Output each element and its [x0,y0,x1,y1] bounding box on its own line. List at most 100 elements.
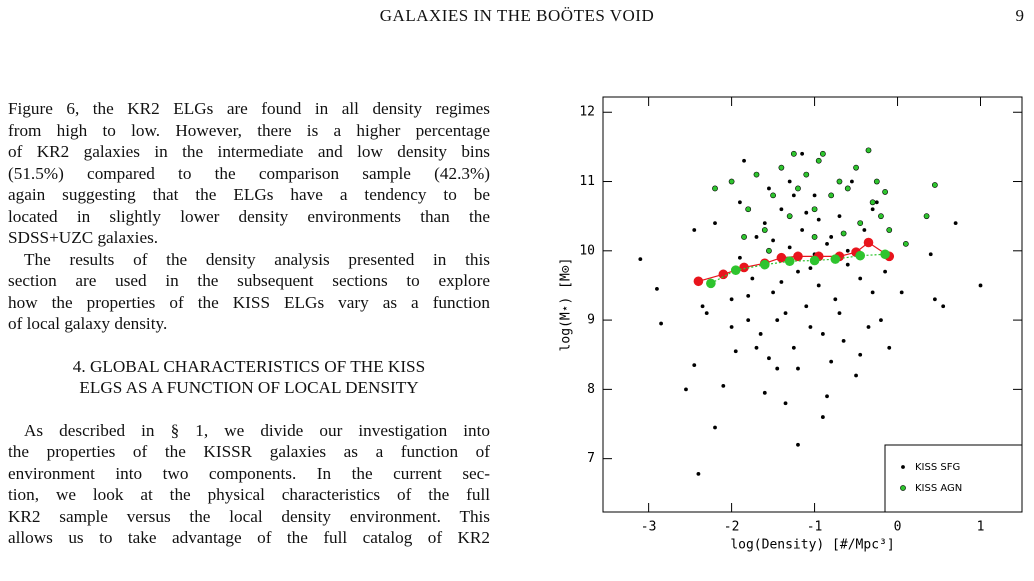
point [704,311,709,316]
point [775,318,780,322]
median-point [759,259,770,270]
point [754,345,759,350]
point [786,213,793,220]
text-line: Figure 6, the KR2 ELGs are found in all … [8,99,490,118]
point [953,221,958,225]
text-line: of KR2 galaxies in the intermediate and … [8,142,490,161]
page-number: 9 [1015,6,1025,25]
point [775,366,780,371]
point [865,147,872,154]
point [878,213,884,220]
point [761,227,768,233]
point [811,234,818,240]
y-tick-label: 12 [579,105,595,120]
median-point [776,252,787,263]
y-tick-label: 11 [579,174,595,189]
text-line: the properties of the KISSR galaxies as … [8,442,490,461]
point [796,366,800,371]
point [829,235,834,239]
point [741,234,747,240]
point [745,206,752,213]
median-point [706,278,716,289]
point [857,220,864,226]
point [928,252,933,257]
point [800,151,805,156]
point [770,192,776,199]
point [923,213,930,220]
point [812,193,817,198]
point [791,345,796,350]
text-line: of local galaxy density. [8,314,168,333]
median-point [830,254,841,264]
text-line: As described in § 1, we divide our inves… [24,420,490,440]
point [873,178,880,185]
point [762,390,767,395]
point [874,200,879,205]
point [978,283,983,288]
point [771,290,775,295]
point [882,189,888,195]
median-point [809,255,820,266]
point [820,332,825,336]
point [829,359,834,364]
point [750,276,755,281]
point [836,178,843,185]
text-line: 4. GLOBAL CHARACTERISTICS OF THE KISS [72,356,426,376]
text-line: ELGS AS A FUNCTION OF LOCAL DENSITY [79,378,419,397]
point [800,228,805,232]
point [692,228,697,232]
point [796,442,800,447]
point [825,394,829,399]
point [931,182,938,188]
point [767,186,771,191]
point [816,217,821,222]
point [766,247,772,254]
text-line: how the properties of the KISS ELGs vary… [8,292,490,312]
x-tick-label: 0 [894,520,902,535]
point [858,276,863,281]
point [815,157,822,164]
point [837,214,842,219]
text-line: again suggesting that the ELGs have a te… [8,185,490,204]
point [883,269,887,274]
median-point [730,265,741,276]
point [804,304,809,309]
text-line: The results of the density analysis pres… [24,249,490,269]
point [746,293,751,298]
x-tick-label: 1 [977,520,985,535]
x-tick-label: -2 [724,520,740,535]
point [808,266,813,271]
text-line: SDSS+UZC galaxies. [8,228,159,247]
text-column: Figure 6, the KR2 ELGs are found in all … [8,98,490,549]
point [808,325,813,329]
point [879,318,883,322]
point [854,373,858,378]
point [850,179,854,184]
legend-label: KISS AGN [915,483,962,494]
y-tick-label: 7 [587,451,595,466]
point [845,262,850,267]
point [779,280,784,284]
x-tick-label: -1 [807,520,823,535]
point [758,332,763,336]
point [828,192,835,199]
point [733,349,738,354]
median-point [739,262,749,273]
point [902,240,909,247]
point [712,185,718,192]
point [738,255,742,260]
text-line: from high to low. However, there is a hi… [8,120,490,140]
point [700,304,705,309]
y-axis-label: log(M⋆) [M⊙] [559,258,574,352]
point [738,200,742,205]
text-line: tion, we look at the physical characteri… [8,485,490,504]
point [767,356,771,361]
point [932,297,937,302]
point [796,269,800,274]
legend-marker [900,485,906,491]
x-tick-label: -3 [641,520,657,535]
point [742,158,746,163]
point [820,415,825,419]
legend-label: KISS SFG [915,462,960,473]
